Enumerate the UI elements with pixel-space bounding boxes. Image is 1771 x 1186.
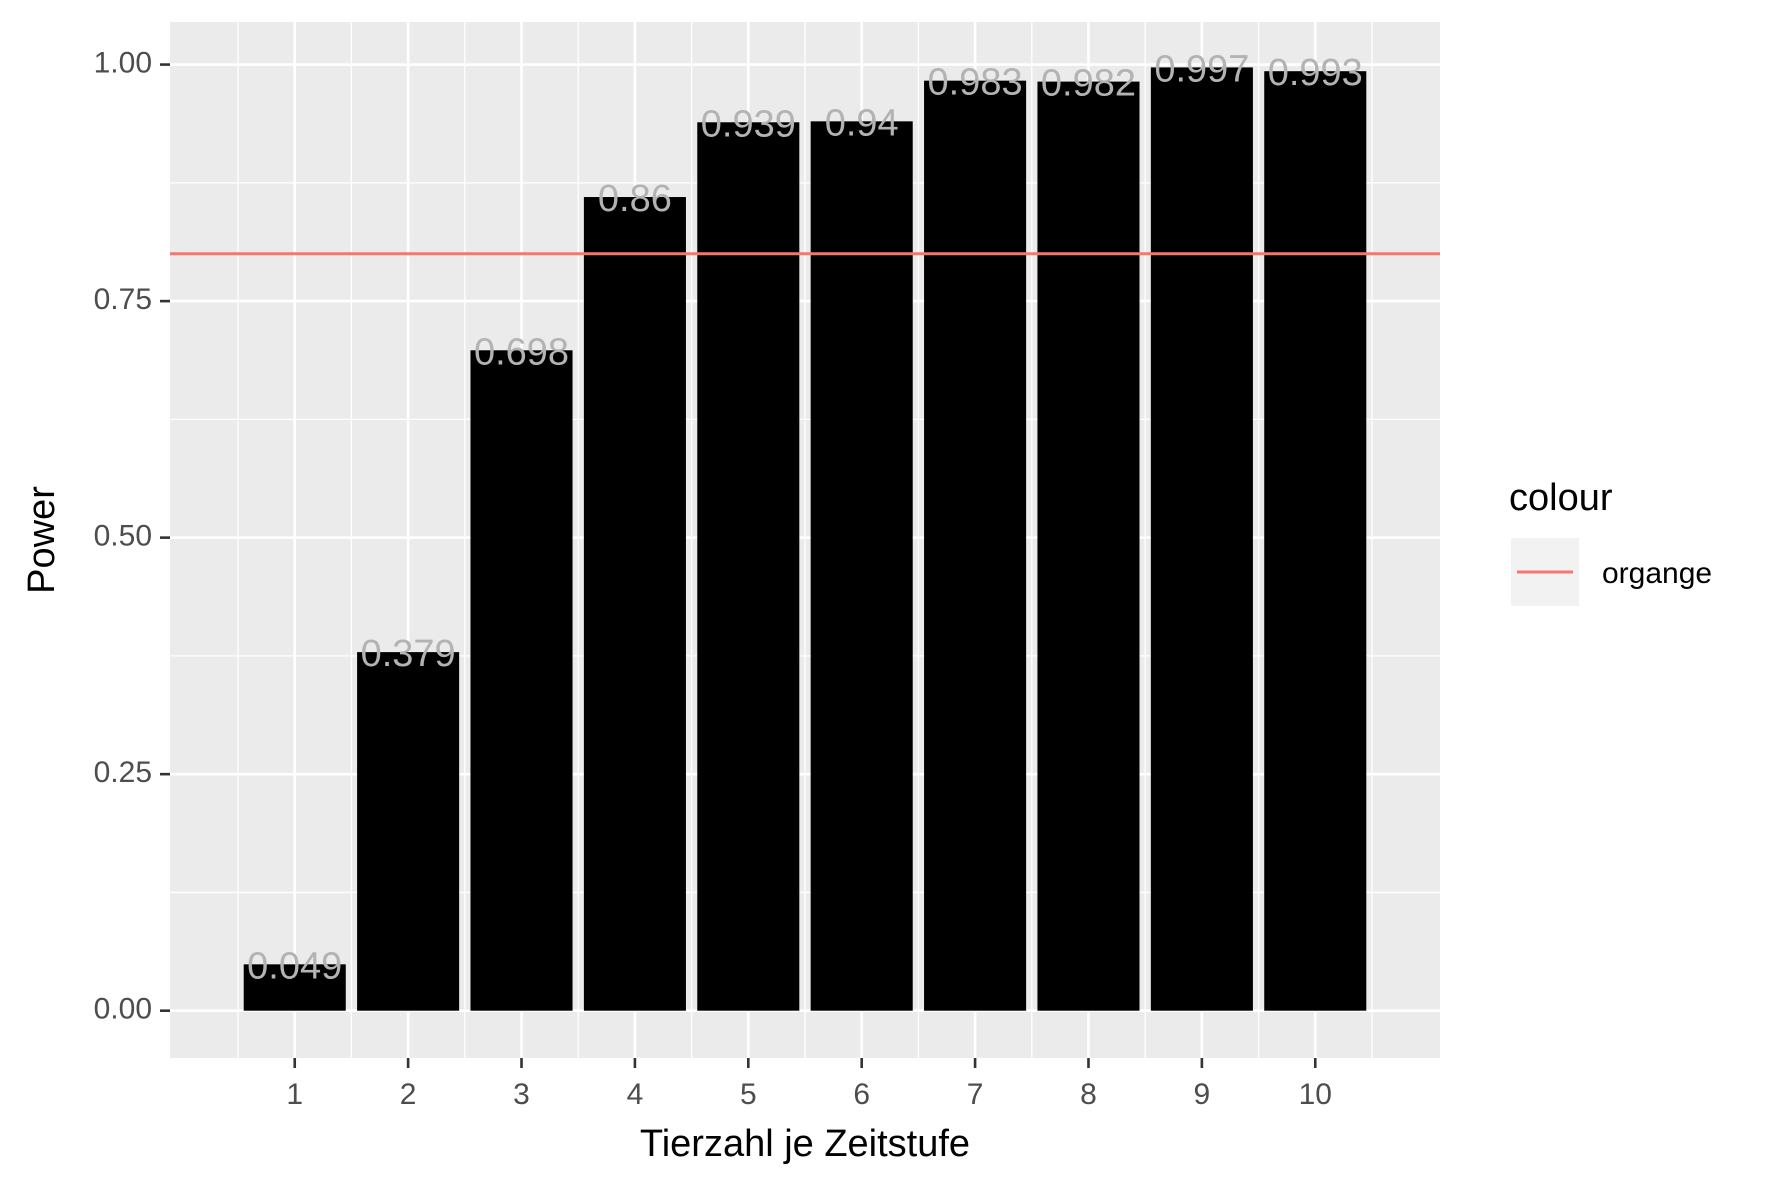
x-tick-label: 8	[1080, 1078, 1097, 1111]
bar-1	[243, 964, 346, 1011]
y-tick-label: 0.50	[94, 520, 152, 553]
data-label-9: 0.997	[1154, 48, 1249, 90]
x-tick-label: 10	[1299, 1078, 1332, 1111]
x-tick-label: 7	[967, 1078, 984, 1111]
y-tick-label: 0.25	[94, 756, 152, 789]
y-tick-label: 1.00	[94, 46, 152, 79]
y-axis-title: Power	[21, 486, 63, 594]
data-label-3: 0.698	[474, 331, 569, 373]
x-tick-label: 9	[1194, 1078, 1211, 1111]
legend-label-organge: organge	[1602, 557, 1712, 590]
x-tick-label: 5	[740, 1078, 757, 1111]
x-tick-label: 4	[627, 1078, 644, 1111]
legend-title: colour	[1509, 477, 1613, 519]
bar-9	[1150, 67, 1253, 1011]
x-axis: 1 2 3 4 5 6 7 8 9 10	[286, 1058, 1332, 1111]
y-tick-label: 0.75	[94, 283, 152, 316]
x-tick-label: 2	[400, 1078, 417, 1111]
data-label-10: 0.993	[1268, 52, 1363, 94]
bar-6	[810, 121, 913, 1011]
y-tick-label: 0.00	[94, 993, 152, 1026]
bar-2	[357, 652, 460, 1011]
bar-10	[1264, 71, 1367, 1011]
data-label-6: 0.94	[825, 102, 899, 144]
legend: colour organge	[1509, 477, 1712, 606]
bar-4	[583, 197, 686, 1011]
bar-5	[697, 122, 800, 1011]
data-label-2: 0.379	[361, 633, 456, 675]
x-tick-label: 6	[853, 1078, 870, 1111]
x-tick-label: 1	[286, 1078, 303, 1111]
data-label-7: 0.983	[928, 62, 1023, 104]
x-axis-title: Tierzahl je Zeitstufe	[640, 1123, 970, 1165]
data-label-5: 0.939	[701, 103, 796, 145]
bar-8	[1037, 81, 1140, 1011]
x-tick-label: 3	[513, 1078, 530, 1111]
data-label-4: 0.86	[598, 178, 672, 220]
data-label-1: 0.049	[247, 945, 342, 987]
bars	[243, 67, 1367, 1011]
y-axis: 0.00 0.25 0.50 0.75 1.00	[94, 46, 170, 1026]
bar-7	[924, 80, 1027, 1011]
bar-3	[470, 350, 573, 1011]
data-labels: 0.049 0.379 0.698 0.86 0.939 0.94 0.983 0.982 0.…	[247, 48, 1363, 987]
data-label-8: 0.982	[1041, 63, 1136, 105]
